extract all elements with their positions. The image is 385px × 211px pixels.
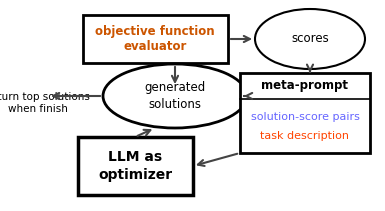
Ellipse shape	[255, 9, 365, 69]
FancyBboxPatch shape	[82, 15, 228, 63]
FancyBboxPatch shape	[77, 137, 192, 195]
Text: return top solutions
when finish: return top solutions when finish	[0, 92, 89, 114]
Text: meta-prompt: meta-prompt	[261, 79, 348, 92]
FancyBboxPatch shape	[240, 73, 370, 153]
Text: solution-score pairs: solution-score pairs	[251, 112, 360, 122]
Text: objective function
evaluator: objective function evaluator	[95, 24, 215, 54]
Ellipse shape	[103, 64, 247, 128]
Text: LLM as
optimizer: LLM as optimizer	[98, 150, 172, 182]
Text: task description: task description	[261, 131, 350, 141]
Text: generated
solutions: generated solutions	[144, 81, 206, 111]
Text: scores: scores	[291, 32, 329, 46]
